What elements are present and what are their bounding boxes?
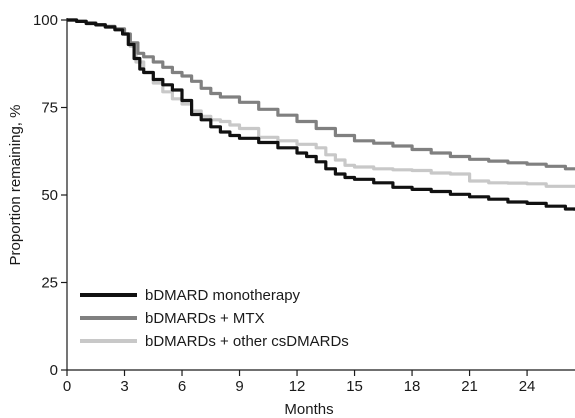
x-tick-label: 9 bbox=[235, 378, 243, 395]
series-line-1 bbox=[67, 18, 575, 211]
legend-label: bDMARD monotherapy bbox=[145, 287, 301, 304]
y-axis-title: Proportion remaining, % bbox=[7, 105, 24, 266]
y-tick-label: 25 bbox=[41, 275, 58, 292]
x-tick-label: 15 bbox=[346, 378, 363, 395]
legend: bDMARD monotherapy bDMARDs + MTX bDMARDs +… bbox=[80, 287, 349, 350]
y-tick-label: 100 bbox=[33, 12, 58, 29]
axes-layer bbox=[66, 18, 575, 371]
y-tick-label: 50 bbox=[41, 187, 58, 204]
series-layer bbox=[67, 18, 575, 211]
y-tick-label: 0 bbox=[50, 362, 58, 379]
x-tick-label: 6 bbox=[178, 378, 186, 395]
y-tick-label: 75 bbox=[41, 100, 58, 117]
ticks-layer: 0 3 6 9 12 15 18 21 24 0 25 50 75 100 bbox=[33, 12, 535, 395]
x-tick-label: 12 bbox=[289, 378, 306, 395]
legend-label: bDMARDs + MTX bbox=[145, 310, 265, 327]
x-tick-label: 3 bbox=[120, 378, 128, 395]
x-tick-label: 18 bbox=[404, 378, 421, 395]
x-axis-title: Months bbox=[284, 401, 333, 418]
x-tick-label: 21 bbox=[461, 378, 478, 395]
legend-label: bDMARDs + other csDMARDs bbox=[145, 333, 349, 350]
x-tick-label: 24 bbox=[519, 378, 536, 395]
x-tick-label: 0 bbox=[63, 378, 71, 395]
